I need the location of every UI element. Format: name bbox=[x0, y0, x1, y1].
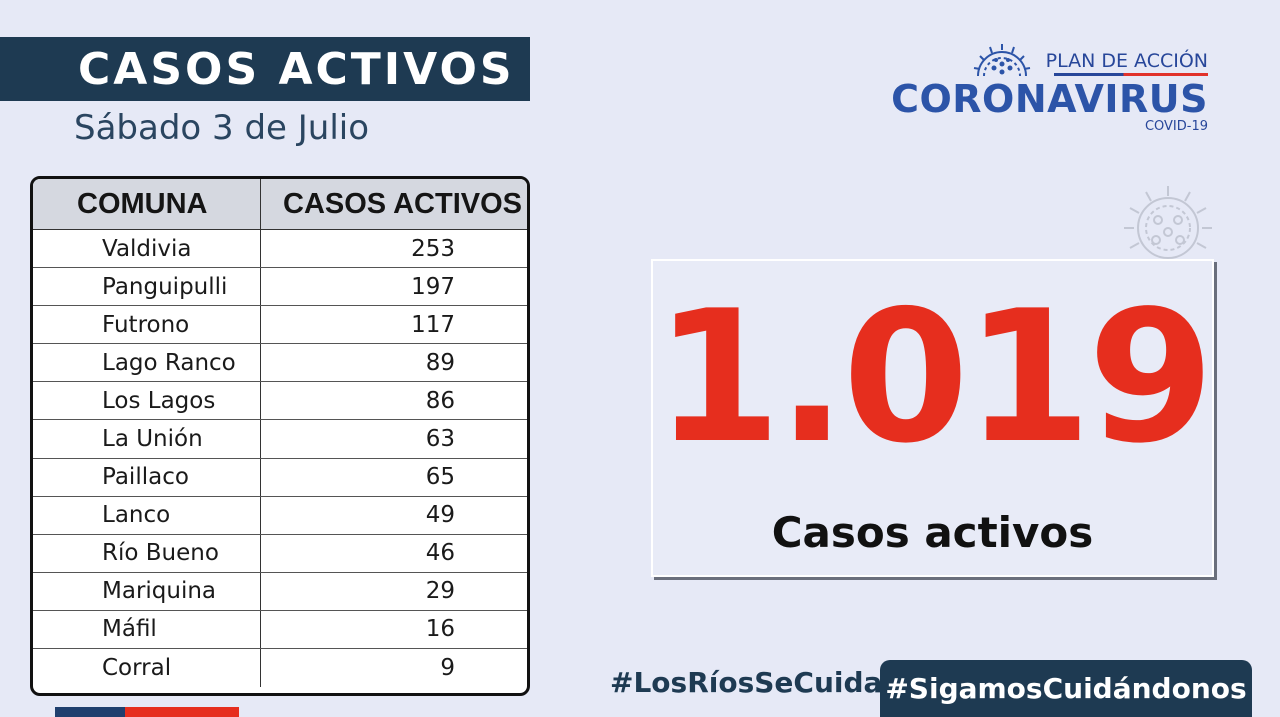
table-row: Futrono 117 bbox=[33, 306, 527, 345]
table-row: Mariquina 29 bbox=[33, 572, 527, 611]
comuna-cell: Mariquina bbox=[33, 572, 261, 610]
table-row: Panguipulli 197 bbox=[33, 268, 527, 307]
table-row: Paillaco 65 bbox=[33, 458, 527, 497]
page-title: CASOS ACTIVOS bbox=[78, 43, 515, 95]
total-cases-number: 1.019 bbox=[654, 271, 1215, 483]
virus-icon bbox=[1124, 186, 1212, 259]
total-cases-label: Casos activos bbox=[771, 508, 1094, 557]
comuna-cell: Los Lagos bbox=[33, 382, 261, 420]
casos-cell: 197 bbox=[411, 273, 455, 300]
casos-cell: 63 bbox=[425, 426, 455, 453]
logo-main-text: CORONAVIRUS bbox=[891, 77, 1208, 121]
table-row: Río Bueno 46 bbox=[33, 534, 527, 573]
virus-icon bbox=[973, 44, 1031, 77]
table-row: La Unión 63 bbox=[33, 420, 527, 459]
casos-cell: 117 bbox=[411, 311, 455, 338]
header-comuna: COMUNA bbox=[33, 179, 261, 229]
comuna-cell: Corral bbox=[33, 649, 261, 688]
casos-cell: 16 bbox=[425, 616, 455, 643]
casos-cell: 46 bbox=[425, 540, 455, 567]
comuna-cell: Lago Ranco bbox=[33, 344, 261, 382]
comuna-cell: La Unión bbox=[33, 420, 261, 458]
casos-cell: 65 bbox=[425, 464, 455, 491]
cases-table: COMUNA CASOS ACTIVOS Valdivia 253 Pangui… bbox=[30, 176, 530, 696]
comuna-cell: Valdivia bbox=[33, 230, 261, 268]
total-cases-box: 1.019 Casos activos bbox=[651, 259, 1214, 577]
hashtag-sigamos: #SigamosCuidándonos bbox=[880, 660, 1252, 717]
stripe-blue bbox=[55, 707, 125, 717]
casos-cell: 9 bbox=[440, 655, 455, 682]
comuna-cell: Máfil bbox=[33, 610, 261, 649]
date-subtitle: Sábado 3 de Julio bbox=[74, 108, 370, 148]
comuna-cell: Río Bueno bbox=[33, 534, 261, 572]
casos-cell: 29 bbox=[425, 578, 455, 605]
casos-cell: 86 bbox=[425, 387, 455, 414]
hashtag-los-rios: #LosRíosSeCuida bbox=[610, 666, 883, 699]
comuna-cell: Lanco bbox=[33, 496, 261, 534]
table-row: Valdivia 253 bbox=[33, 230, 527, 269]
logo-plan-text: PLAN DE ACCIÓN bbox=[1045, 50, 1208, 72]
table-row: Lanco 49 bbox=[33, 496, 527, 535]
comuna-cell: Panguipulli bbox=[33, 268, 261, 306]
footer-stripe bbox=[55, 707, 239, 717]
comuna-cell: Paillaco bbox=[33, 458, 261, 496]
stripe-red bbox=[125, 707, 239, 717]
casos-cell: 253 bbox=[411, 235, 455, 262]
casos-cell: 49 bbox=[425, 502, 455, 529]
title-banner: CASOS ACTIVOS bbox=[0, 37, 530, 101]
header-casos: CASOS ACTIVOS bbox=[283, 187, 523, 220]
table-row: Lago Ranco 89 bbox=[33, 344, 527, 383]
comuna-cell: Futrono bbox=[33, 306, 261, 344]
coronavirus-logo: PLAN DE ACCIÓN CORONAVIRUS COVID-19 bbox=[888, 40, 1208, 140]
table-header: COMUNA CASOS ACTIVOS bbox=[33, 179, 527, 230]
casos-cell: 89 bbox=[425, 349, 455, 376]
table-row: Los Lagos 86 bbox=[33, 382, 527, 421]
table-row: Corral 9 bbox=[33, 649, 527, 688]
logo-divider bbox=[1054, 73, 1208, 76]
logo-sub-text: COVID-19 bbox=[1144, 119, 1208, 134]
table-row: Máfil 16 bbox=[33, 610, 527, 650]
